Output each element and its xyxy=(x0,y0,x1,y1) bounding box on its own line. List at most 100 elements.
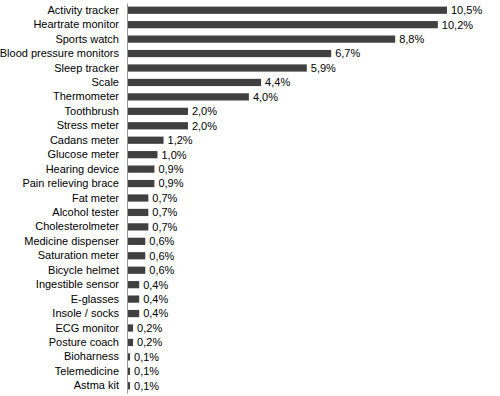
tick-label: Fat meter xyxy=(72,192,119,204)
data-label: 2,0% xyxy=(192,105,217,117)
tick-label: ECG monitor xyxy=(55,322,119,334)
tick-label: Sleep tracker xyxy=(54,62,119,74)
bar xyxy=(127,64,307,71)
bar xyxy=(127,194,148,201)
tick: Alcohol tester xyxy=(52,206,127,218)
tick-label: Heartrate monitor xyxy=(33,18,119,30)
bar xyxy=(127,151,157,158)
data-labels: 10,5% 10,2% 8,8% 6,7% 5,9% 4,4% 4,0% 2,0% 2,0% 1,… xyxy=(134,4,482,392)
bar xyxy=(127,108,188,115)
data-label: 0,6% xyxy=(149,264,174,276)
data-label: 4,0% xyxy=(253,91,278,103)
bar xyxy=(127,166,154,173)
data-label: 0,2% xyxy=(137,336,162,348)
data-label: 0,4% xyxy=(143,293,168,305)
bar xyxy=(127,209,148,216)
tick-label: Bioharness xyxy=(64,350,120,362)
tick: Saturation meter xyxy=(38,249,127,261)
tick: Posture coach xyxy=(49,336,127,348)
bar xyxy=(127,93,249,100)
tick-label: Cholesterolmeter xyxy=(35,220,119,232)
tick-label: Pain relieving brace xyxy=(22,177,119,189)
data-label: 1,0% xyxy=(161,149,186,161)
tick-label: Posture coach xyxy=(49,336,119,348)
tick: Thermometer xyxy=(53,90,127,102)
tick-label: Hearing device xyxy=(46,163,119,175)
bar xyxy=(127,296,139,303)
tick: Blood pressure monitors xyxy=(0,47,127,59)
data-label: 0,6% xyxy=(149,250,174,262)
data-label: 0,1% xyxy=(134,380,159,392)
data-label: 0,1% xyxy=(134,365,159,377)
tick: Bioharness xyxy=(64,350,127,362)
data-label: 0,7% xyxy=(152,206,177,218)
tick-label: Telemedicine xyxy=(55,365,119,377)
data-label: 0,9% xyxy=(158,177,183,189)
bar xyxy=(127,310,139,317)
data-label: 0,7% xyxy=(152,221,177,233)
data-label: 4,4% xyxy=(265,76,290,88)
tick-label: Sports watch xyxy=(55,33,119,45)
tick: E-glasses xyxy=(71,293,127,305)
tick: Sports watch xyxy=(55,33,127,45)
data-label: 0,1% xyxy=(134,351,159,363)
data-label: 2,0% xyxy=(192,120,217,132)
bar xyxy=(127,50,331,57)
tick: Ingestible sensor xyxy=(36,278,127,290)
data-label: 0,7% xyxy=(152,192,177,204)
data-label: 6,7% xyxy=(335,47,360,59)
tick-label: Glucose meter xyxy=(47,148,119,160)
data-label: 5,9% xyxy=(311,62,336,74)
tick-label: Bicycle helmet xyxy=(48,264,119,276)
tick-label: Blood pressure monitors xyxy=(0,47,119,59)
data-label: 0,9% xyxy=(158,163,183,175)
bar xyxy=(127,36,395,43)
tick-label: Toothbrush xyxy=(65,105,119,117)
chart: 10,5% 10,2% 8,8% 6,7% 5,9% 4,4% 4,0% 2,0% 2,0% 1,… xyxy=(0,0,500,396)
bar xyxy=(127,122,188,129)
tick: Medicine dispenser xyxy=(24,235,127,247)
tick: Scale xyxy=(91,76,127,88)
bar xyxy=(127,267,145,274)
bar xyxy=(127,223,148,230)
tick: Cholesterolmeter xyxy=(35,220,127,232)
tick: Fat meter xyxy=(72,192,127,204)
tick-label: Medicine dispenser xyxy=(24,235,119,247)
tick-label: Astma kit xyxy=(74,379,119,391)
tick-label: Activity tracker xyxy=(47,4,119,16)
tick-label: Saturation meter xyxy=(38,249,120,261)
y-axis: Activity tracker Heartrate monitor Sports … xyxy=(0,4,128,394)
data-label: 0,4% xyxy=(143,279,168,291)
bar xyxy=(127,238,145,245)
tick-label: Stress meter xyxy=(57,119,120,131)
tick-label: E-glasses xyxy=(71,293,120,305)
bar xyxy=(127,137,164,144)
data-label: 1,2% xyxy=(168,134,193,146)
bar xyxy=(127,7,447,14)
tick: Toothbrush xyxy=(65,105,127,117)
tick-label: Thermometer xyxy=(53,90,119,102)
bar xyxy=(127,21,438,28)
bars xyxy=(127,7,447,390)
tick-label: Ingestible sensor xyxy=(36,278,119,290)
axis-line xyxy=(127,4,128,394)
data-label: 8,8% xyxy=(399,33,424,45)
bar xyxy=(127,252,145,259)
tick: Glucose meter xyxy=(47,148,127,160)
tick: Sleep tracker xyxy=(54,62,127,74)
tick: Heartrate monitor xyxy=(33,18,127,30)
bar xyxy=(127,281,139,288)
tick-label: Insole / socks xyxy=(52,307,119,319)
tick: Activity tracker xyxy=(47,4,127,16)
data-label: 10,2% xyxy=(442,19,473,31)
tick-label: Scale xyxy=(91,76,119,88)
tick: Pain relieving brace xyxy=(22,177,127,189)
tick: Hearing device xyxy=(46,163,127,175)
plot: 10,5% 10,2% 8,8% 6,7% 5,9% 4,4% 4,0% 2,0% 2,0% 1,… xyxy=(0,4,482,394)
tick: Telemedicine xyxy=(55,365,127,377)
tick: Astma kit xyxy=(74,379,127,391)
tick: ECG monitor xyxy=(55,322,127,334)
bar xyxy=(127,180,154,187)
tick: Cadans meter xyxy=(50,134,127,146)
data-label: 10,5% xyxy=(451,4,482,16)
